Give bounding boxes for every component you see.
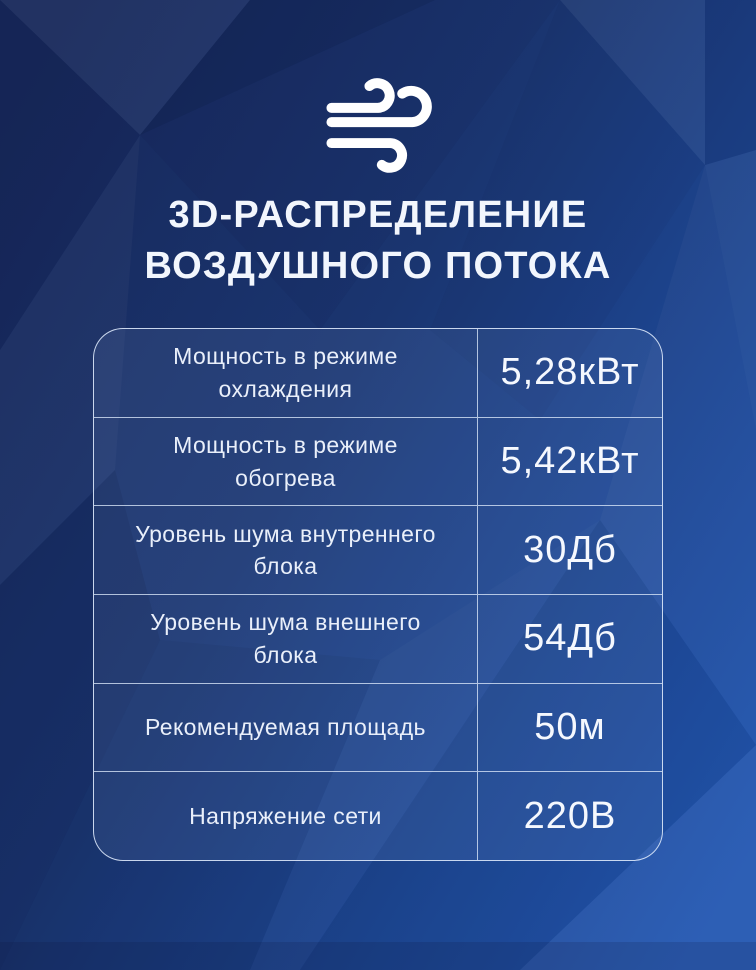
spec-value: 5,42кВт — [500, 440, 640, 482]
spec-label-cell: Мощность в режиме обогрева — [94, 417, 478, 506]
table-row: Мощность в режиме обогрева 5,42кВт — [94, 416, 662, 506]
spec-value: 54Дб — [523, 617, 617, 660]
spec-label-cell: Уровень шума внутреннего блока — [94, 506, 478, 595]
wind-icon — [316, 68, 440, 182]
spec-label: Мощность в режиме обогрева — [173, 431, 398, 491]
page-title: 3D-РАСПРЕДЕЛЕНИЕ ВОЗДУШНОГО ПОТОКА — [144, 194, 612, 287]
spec-label: Уровень шума внешнего блока — [150, 609, 421, 668]
spec-label-cell: Уровень шума внешнего блока — [94, 595, 478, 683]
spec-label: Напряжение сети — [189, 802, 382, 829]
spec-label-cell: Мощность в режиме охлаждения — [94, 329, 478, 417]
spec-value-cell: 5,28кВт — [478, 329, 662, 417]
spec-value-cell: 220В — [478, 772, 662, 860]
table-row: Напряжение сети 220В — [94, 771, 662, 860]
spec-value-cell: 54Дб — [478, 595, 662, 683]
spec-value: 5,28кВт — [500, 351, 640, 394]
spec-value-cell: 50м — [478, 684, 662, 772]
spec-value: 50м — [534, 706, 606, 749]
spec-label: Уровень шума внутреннего блока — [135, 520, 436, 580]
table-row: Уровень шума внутреннего блока 30Дб — [94, 505, 662, 595]
spec-label-cell: Напряжение сети — [94, 772, 478, 860]
spec-label: Рекомендуемая площадь — [145, 714, 426, 741]
spec-value-cell: 30Дб — [478, 506, 662, 594]
spec-label: Мощность в режиме охлаждения — [173, 343, 398, 402]
spec-value: 30Дб — [523, 528, 617, 571]
spec-value-cell: 5,42кВт — [478, 418, 662, 506]
spec-value: 220В — [523, 794, 617, 837]
table-row: Рекомендуемая площадь 50м — [94, 682, 662, 772]
table-row: Уровень шума внешнего блока 54Дб — [94, 594, 662, 683]
spec-label-cell: Рекомендуемая площадь — [94, 683, 478, 772]
spec-table: Мощность в режиме охлаждения 5,28кВт Мощ… — [93, 328, 663, 861]
table-row: Мощность в режиме охлаждения 5,28кВт — [94, 329, 662, 417]
